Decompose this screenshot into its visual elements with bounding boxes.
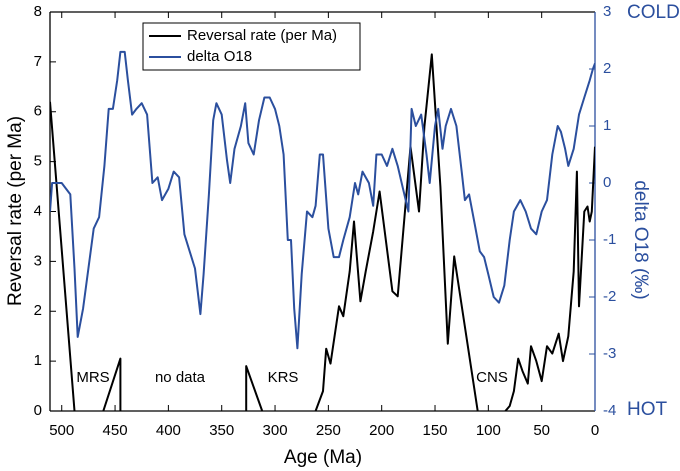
y2-tick-label: -2 [603, 288, 616, 305]
x-tick-label: 300 [263, 422, 288, 439]
annotation: HOT [627, 399, 668, 420]
x-tick-label: 250 [316, 422, 341, 439]
x-tick-label: 350 [209, 422, 234, 439]
y2-tick-label: -3 [603, 345, 616, 362]
y-tick-label: 5 [34, 153, 42, 170]
x-tick-label: 400 [156, 422, 181, 439]
x-tick-label: 0 [591, 422, 599, 439]
y-tick-label: 3 [34, 252, 42, 269]
annotation: COLD [627, 2, 680, 23]
y-tick-label: 6 [34, 103, 42, 120]
y2-tick-label: -1 [603, 231, 616, 248]
y2-axis-label: delta O18 (‰) [630, 180, 651, 299]
y-tick-label: 4 [34, 202, 42, 219]
annotation: KRS [268, 369, 299, 386]
y-tick-label: 7 [34, 53, 42, 70]
y-axis-label: Reversal rate (per Ma) [5, 116, 26, 306]
legend-label: delta O18 [187, 48, 252, 65]
x-tick-label: 100 [476, 422, 501, 439]
legend-label: Reversal rate (per Ma) [187, 27, 337, 44]
annotation: MRS [76, 369, 109, 386]
y2-tick-label: 1 [603, 117, 611, 134]
y-tick-label: 0 [34, 402, 42, 419]
data-line [50, 53, 595, 411]
x-tick-label: 450 [103, 422, 128, 439]
data-line [50, 50, 595, 350]
x-tick-label: 50 [533, 422, 550, 439]
y2-tick-label: 2 [603, 60, 611, 77]
x-tick-label: 150 [423, 422, 448, 439]
x-axis-label: Age (Ma) [284, 447, 362, 468]
x-tick-label: 200 [369, 422, 394, 439]
plot-area [50, 50, 595, 411]
annotation: CNS [476, 369, 508, 386]
y2-tick-label: 3 [603, 3, 611, 20]
y2-tick-label: -4 [603, 402, 616, 419]
y2-tick-label: 0 [603, 174, 611, 191]
y-tick-label: 1 [34, 352, 42, 369]
legend-box [142, 22, 361, 71]
annotation: no data [155, 369, 206, 386]
y-tick-label: 8 [34, 3, 42, 20]
x-tick-label: 500 [49, 422, 74, 439]
y-tick-label: 2 [34, 302, 42, 319]
